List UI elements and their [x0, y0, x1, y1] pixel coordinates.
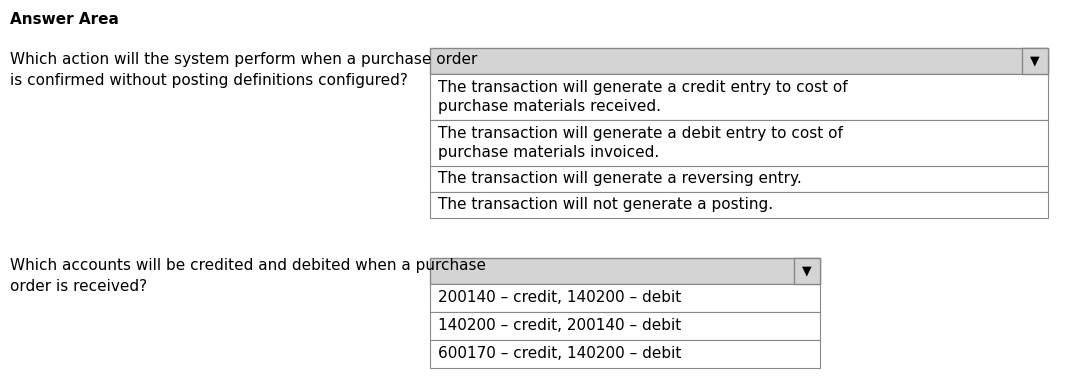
Text: 600170 – credit, 140200 – debit: 600170 – credit, 140200 – debit [438, 346, 681, 361]
Text: Which action will the system perform when a purchase order
is confirmed without : Which action will the system perform whe… [10, 52, 478, 88]
Text: Answer Area: Answer Area [10, 12, 118, 27]
Text: ▼: ▼ [803, 264, 811, 277]
Bar [430, 120, 1048, 166]
Bar [1022, 48, 1048, 74]
Bar [430, 312, 820, 340]
Bar [430, 258, 820, 284]
Text: The transaction will generate a reversing entry.: The transaction will generate a reversin… [438, 171, 802, 187]
Bar [430, 74, 1048, 120]
Text: 140200 – credit, 200140 – debit: 140200 – credit, 200140 – debit [438, 319, 681, 334]
Text: The transaction will not generate a posting.: The transaction will not generate a post… [438, 197, 774, 212]
Text: The transaction will generate a debit entry to cost of
purchase materials invoic: The transaction will generate a debit en… [438, 126, 843, 160]
Bar [430, 192, 1048, 218]
Bar [430, 48, 1048, 74]
Bar [430, 284, 820, 312]
Text: Which accounts will be credited and debited when a purchase
order is received?: Which accounts will be credited and debi… [10, 258, 486, 294]
Text: The transaction will generate a credit entry to cost of
purchase materials recei: The transaction will generate a credit e… [438, 80, 848, 114]
Bar [794, 258, 820, 284]
Text: ▼: ▼ [1030, 55, 1039, 67]
Text: 200140 – credit, 140200 – debit: 200140 – credit, 140200 – debit [438, 291, 681, 305]
Bar [430, 340, 820, 368]
Bar [430, 166, 1048, 192]
